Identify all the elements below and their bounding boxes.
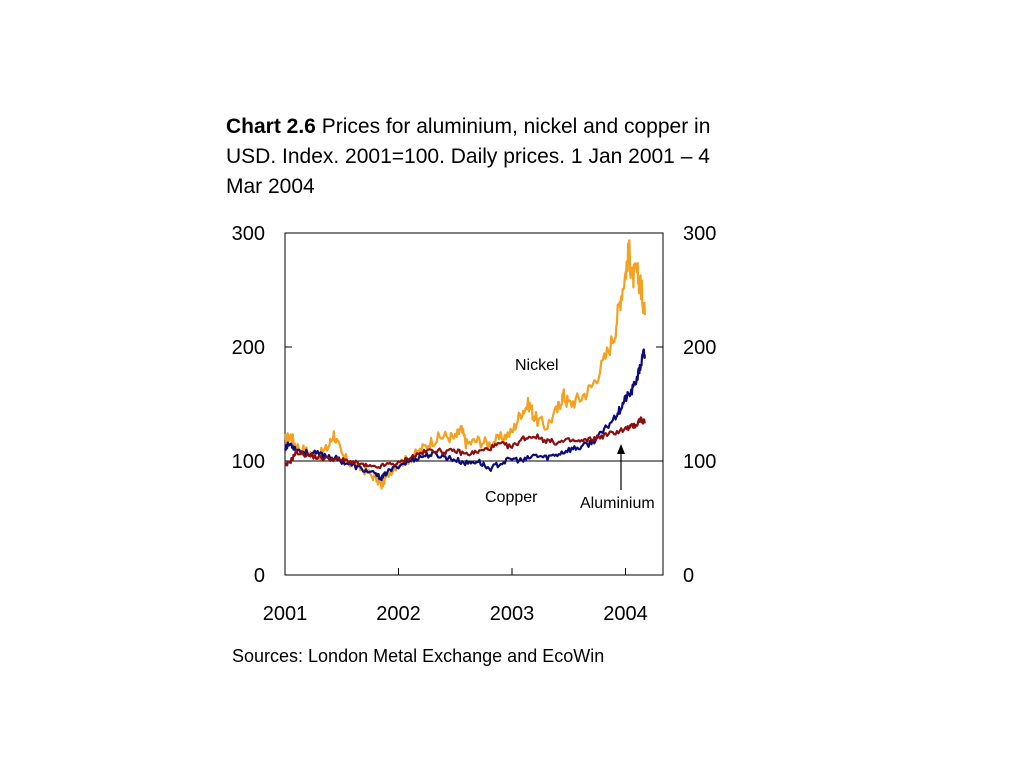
y-tick-label-right: 300	[683, 223, 716, 245]
y-tick-label-left: 100	[232, 451, 265, 473]
annotation-aluminium: Aluminium	[580, 495, 655, 512]
chart-title-text: Prices for aluminium, nickel and copper …	[226, 115, 711, 198]
y-tick-label-right: 0	[683, 565, 694, 587]
annotation-arrow-head	[617, 444, 625, 454]
series-line-copper	[283, 348, 646, 482]
y-tick-label-right: 200	[683, 337, 716, 359]
x-tick-label: 2003	[490, 603, 535, 625]
annotation-nickel: Nickel	[515, 357, 559, 374]
plot-frame	[284, 232, 664, 576]
y-tick-label-left: 0	[254, 565, 265, 587]
x-tick-label: 2002	[376, 603, 421, 625]
y-tick-label-left: 300	[232, 223, 265, 245]
source-note: Sources: London Metal Exchange and EcoWi…	[232, 646, 605, 666]
annotation-copper: Copper	[485, 489, 538, 506]
chart-title-bold: Chart 2.6	[226, 115, 316, 138]
y-tick-label-left: 200	[232, 337, 265, 359]
x-tick-label: 2004	[603, 603, 648, 625]
y-tick-label-right: 100	[683, 451, 716, 473]
chart-title: Chart 2.6 Prices for aluminium, nickel a…	[226, 112, 726, 202]
plot-area: 0 0 100 100 200 200 300 300 2001 2002 2003 2004 Nick…	[232, 223, 717, 625]
series-line-nickel	[284, 239, 646, 490]
x-tick-label: 2001	[263, 603, 308, 625]
series-line-aluminium	[284, 416, 646, 470]
